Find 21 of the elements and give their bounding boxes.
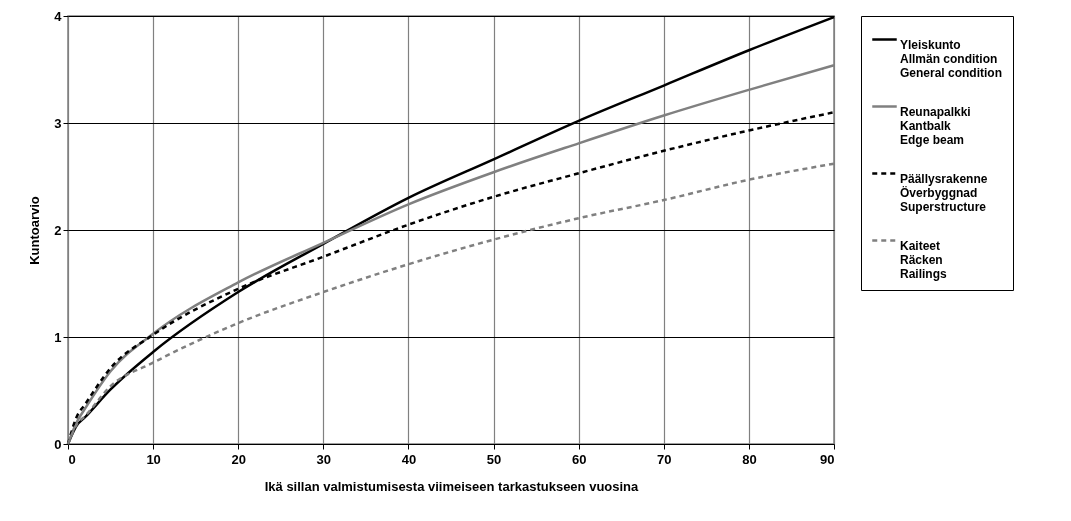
y-axis-title: Kuntoarvio	[27, 196, 43, 265]
legend-label: Päällysrakenne Överbyggnad Superstructure	[900, 171, 988, 214]
x-tick-label: 80	[742, 451, 757, 467]
x-tick-label: 20	[231, 451, 246, 467]
x-tick-label: 90	[820, 451, 835, 467]
y-tick-label: 3	[54, 115, 62, 131]
y-tick-label: 2	[54, 222, 62, 238]
legend-label: Reunapalkki Kantbalk Edge beam	[900, 104, 971, 147]
y-tick-label: 0	[54, 436, 62, 452]
legend-label: Yleiskunto Allmän condition General condition	[900, 37, 1003, 80]
legend-label: Kaiteet Räcken Railings	[900, 238, 947, 281]
x-tick-label: 60	[571, 451, 587, 467]
y-tick-label: 1	[54, 329, 62, 345]
x-tick-label: 40	[401, 451, 417, 467]
y-tick-label: 4	[54, 8, 63, 24]
x-tick-label: 30	[316, 451, 332, 467]
x-tick-label: 50	[486, 451, 502, 467]
x-tick-label: 0	[68, 451, 76, 467]
x-tick-label: 10	[146, 451, 161, 467]
x-tick-label: 70	[657, 451, 672, 467]
x-axis-title: Ikä sillan valmistumisesta viimeiseen tarkastukseen vuosina	[264, 478, 640, 494]
